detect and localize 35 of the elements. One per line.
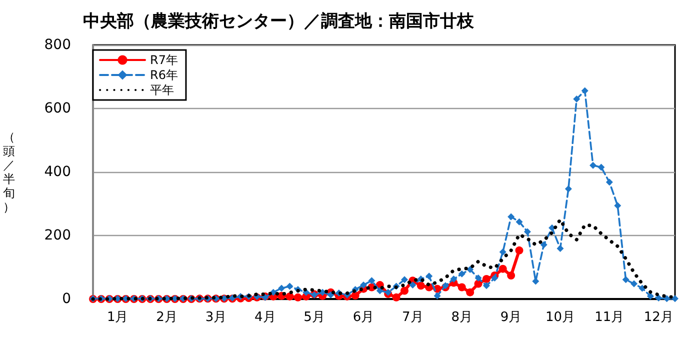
chart-title: 中央部（農業技術センター）／調査地：南国市廿枝 <box>83 12 475 32</box>
x-tick-label: 2月 <box>156 310 178 325</box>
point <box>466 288 474 296</box>
point <box>507 272 516 280</box>
point <box>392 293 400 302</box>
point <box>482 275 490 283</box>
legend-label: 平年 <box>150 83 174 97</box>
point <box>294 293 302 302</box>
x-tick-label: 12月 <box>644 310 674 325</box>
point <box>286 292 294 300</box>
x-tick-label: 5月 <box>304 310 325 325</box>
y-tick-label: 200 <box>44 228 71 244</box>
x-tick-label: 6月 <box>352 310 374 325</box>
point <box>351 292 360 300</box>
point <box>458 283 466 292</box>
x-tick-label: 8月 <box>451 310 473 325</box>
x-tick-label: 9月 <box>500 310 522 325</box>
y-axis-title: （頭／半旬） <box>3 130 15 214</box>
point <box>400 286 408 295</box>
y-tick-label: 400 <box>44 164 71 180</box>
point <box>416 282 425 290</box>
y-tick-label: 600 <box>44 100 71 116</box>
legend-label: R7年 <box>150 53 178 67</box>
x-tick-label: 4月 <box>254 310 276 325</box>
y-tick-label: 800 <box>44 37 71 53</box>
x-tick-label: 1月 <box>106 310 128 325</box>
point <box>515 246 524 254</box>
x-tick-label: 7月 <box>402 310 424 325</box>
x-tick-label: 11月 <box>594 310 624 325</box>
legend-label: R6年 <box>150 68 178 82</box>
y-tick-label: 0 <box>62 291 71 307</box>
x-tick-label: 3月 <box>205 310 227 325</box>
x-tick-label: 10月 <box>545 310 576 325</box>
point <box>498 264 507 273</box>
point <box>474 280 482 288</box>
